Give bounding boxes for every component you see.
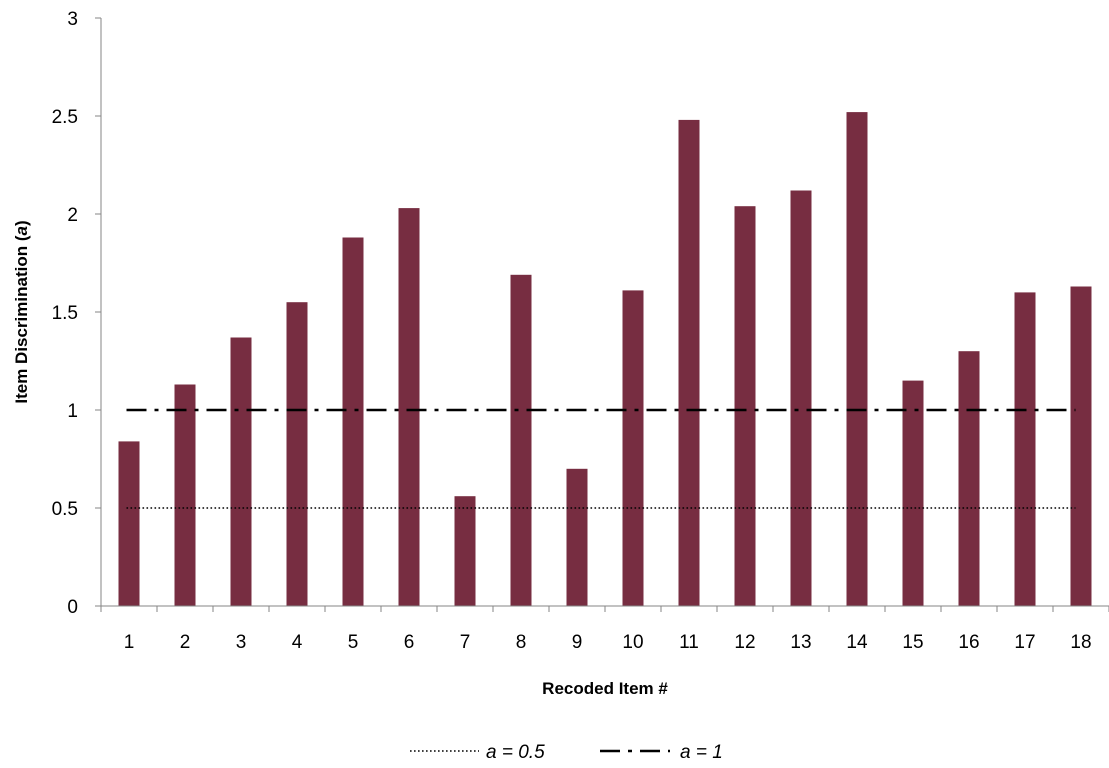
bar-item-8 [510,274,532,606]
y-axis-title: Item Discrimination (a) [12,220,31,403]
axes-group [95,17,1109,612]
bar-item-5 [342,237,364,606]
bar-item-7 [454,496,476,606]
x-tick-labels: 1 2 3 4 5 6 7 8 9 10 11 12 13 14 15 16 17 18 [124,632,1092,653]
y-tick-label: 1.5 [52,303,78,324]
x-tick-label: 8 [516,632,527,653]
y-tick-label: 1 [67,401,78,422]
y-axis-title-close: ) [12,220,31,226]
y-tick-label: 0.5 [52,499,78,520]
bar-item-9 [566,468,588,606]
x-tick-label: 5 [348,632,359,653]
x-tick-label: 12 [734,632,755,653]
bar-item-10 [622,290,644,606]
x-tick-label: 6 [404,632,415,653]
x-tick-label: 1 [124,632,135,653]
bars-group [118,112,1092,607]
x-tick-label: 7 [460,632,471,653]
x-tick-label: 4 [292,632,303,653]
bar-item-2 [174,384,196,606]
x-tick-label: 11 [679,632,699,653]
x-tick-label: 9 [572,632,583,653]
bar-item-12 [734,206,756,606]
bar-item-18 [1070,286,1092,606]
bar-item-17 [1014,292,1036,606]
x-axis-title: Recoded Item # [542,679,668,698]
bar-item-6 [398,208,420,606]
bar-item-14 [846,112,868,606]
x-tick-label: 15 [902,632,923,653]
x-tick-label: 18 [1070,632,1091,653]
y-tick-label: 2.5 [52,107,78,128]
bar-item-15 [902,380,924,606]
bar-item-3 [230,337,252,606]
x-tick-label: 16 [958,632,979,653]
legend-label-a-0-5: a = 0.5 [486,742,545,763]
legend: a = 0.5 a = 1 [410,742,723,763]
x-tick-label: 2 [180,632,191,653]
y-axis-title-variable: a [12,226,31,235]
x-tick-label: 13 [790,632,811,653]
x-tick-label: 3 [236,632,247,653]
bar-item-16 [958,351,980,606]
reference-lines-group [126,408,1076,509]
bar-item-1 [118,441,140,606]
x-tick-label: 17 [1014,632,1035,653]
y-tick-label: 2 [67,205,78,226]
bar-item-13 [790,190,812,606]
bar-item-4 [286,302,308,606]
y-tick-label: 3 [67,9,78,30]
y-tick-labels: 0 0.5 1 1.5 2 2.5 3 [52,9,78,618]
bar-item-11 [678,119,700,607]
y-tick-label: 0 [67,597,78,618]
x-tick-label: 14 [846,632,868,653]
legend-label-a-1: a = 1 [680,742,723,763]
y-axis-title-main: Item Discrimination ( [12,235,31,403]
x-tick-label: 10 [622,632,643,653]
